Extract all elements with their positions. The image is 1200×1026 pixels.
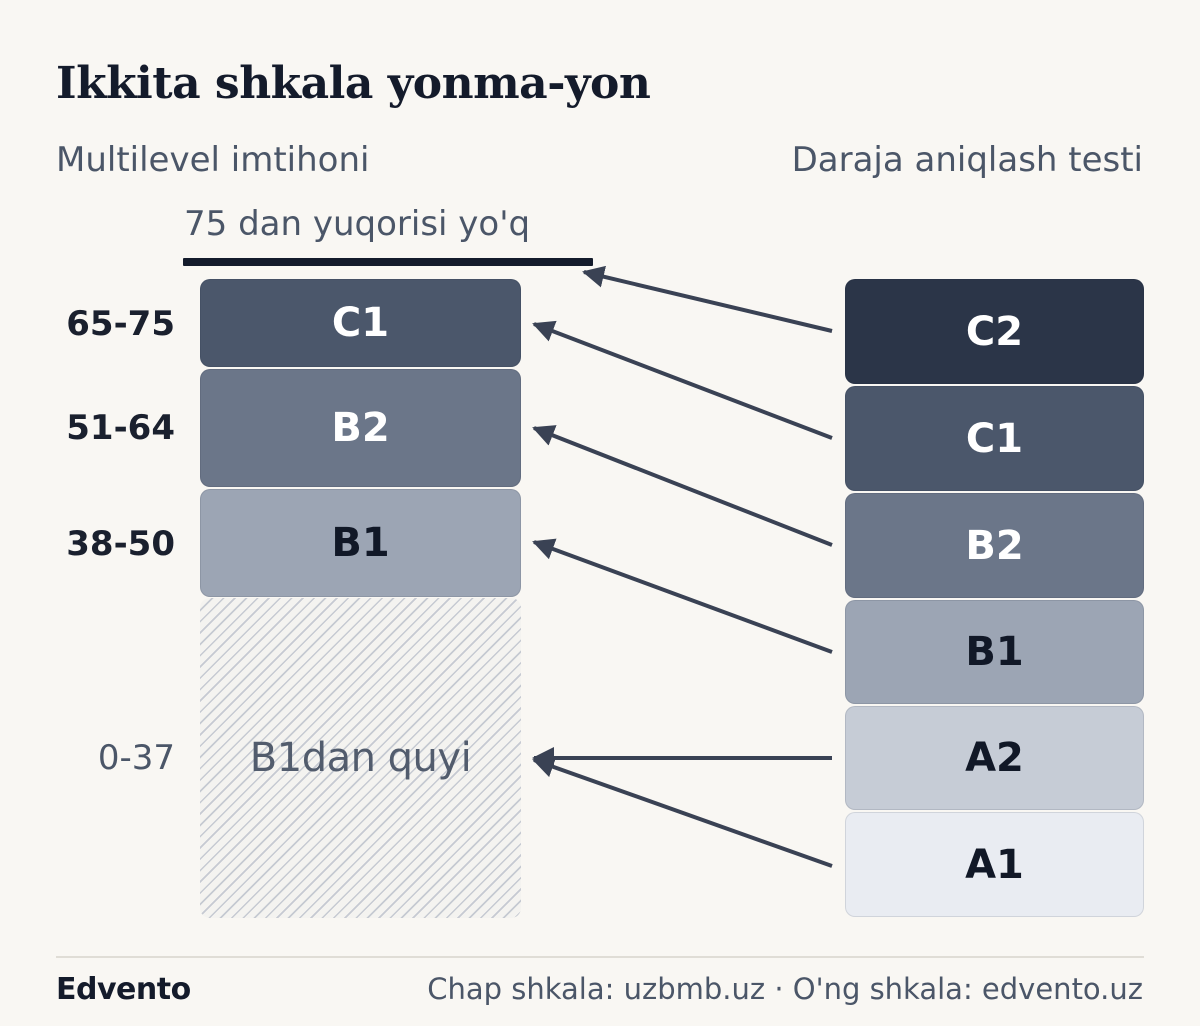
arrow-b2-to-b2 (532, 425, 833, 547)
arrow-a1-to-below (532, 756, 833, 868)
left-box-label: C1 (331, 300, 390, 346)
cap-line (183, 258, 593, 266)
score-label-b2: 51-64 (66, 408, 175, 448)
right-box-a1: A1 (845, 812, 1144, 917)
right-box-label: A2 (965, 735, 1024, 781)
footer-divider (56, 956, 1144, 958)
left-box-label: B1 (331, 520, 390, 566)
right-box-label: C1 (965, 415, 1024, 462)
arrow-c1-to-c1 (532, 320, 833, 440)
right-box-b1: B1 (845, 600, 1144, 704)
page-title: Ikkita shkala yonma-yon (56, 58, 651, 109)
right-box-label: B2 (965, 522, 1024, 569)
right-box-label: B1 (965, 629, 1024, 675)
right-box-c2: C2 (845, 279, 1144, 384)
left-box-b1: B1 (200, 489, 521, 597)
right-box-label: C2 (965, 308, 1024, 355)
cap-label: 75 dan yuqorisi yo'q (184, 204, 531, 244)
arrow-b1-to-b1 (532, 538, 833, 654)
brand-logo: Edvento (56, 972, 191, 1007)
left-box-c1: C1 (200, 279, 521, 367)
right-scale-heading: Daraja aniqlash testi (791, 140, 1143, 180)
source-note: Chap shkala: uzbmb.uz · O'ng shkala: edv… (427, 972, 1143, 1006)
left-box-b2: B2 (200, 369, 521, 487)
left-box-label: B2 (331, 405, 390, 451)
right-box-c1: C1 (845, 386, 1144, 491)
score-label-b1: 38-50 (66, 524, 175, 564)
right-box-b2: B2 (845, 493, 1144, 598)
left-box-below-b1: B1dan quyi (200, 598, 521, 918)
score-label-c1: 65-75 (66, 304, 175, 344)
score-label-below-b1: 0-37 (97, 738, 175, 778)
left-box-label: B1dan quyi (249, 735, 472, 781)
right-box-a2: A2 (845, 706, 1144, 810)
right-box-label: A1 (965, 841, 1024, 888)
left-scale-heading: Multilevel imtihoni (56, 140, 370, 180)
arrow-c2-to-cap (582, 265, 833, 333)
